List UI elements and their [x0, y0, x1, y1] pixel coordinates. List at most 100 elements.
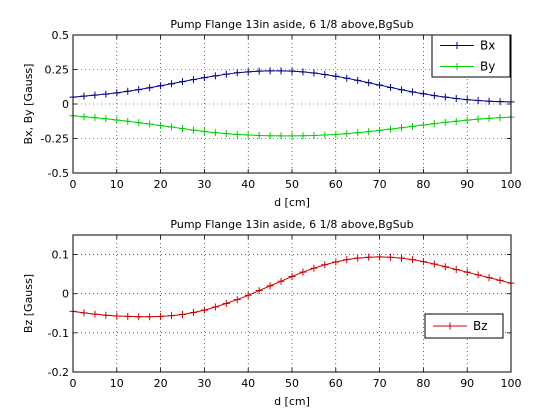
- y-tick-label: 0: [62, 98, 69, 111]
- series-bz: [69, 253, 515, 321]
- data-point-bx: [233, 69, 241, 77]
- data-point-by: [408, 122, 416, 130]
- data-point-bx: [102, 90, 110, 98]
- x-tick-label: 10: [110, 377, 124, 390]
- data-point-by: [179, 125, 186, 133]
- data-point-bx: [365, 79, 373, 87]
- x-tick-label: 20: [154, 178, 168, 191]
- grid: [73, 235, 511, 372]
- data-point-bx: [91, 91, 99, 99]
- data-point-bx: [474, 97, 482, 105]
- data-point-bx: [299, 68, 307, 76]
- data-point-bz: [321, 261, 329, 269]
- subplot-1: 0 10 20 30 40 50 60 70 80 90 100 -0.5 -0.25 0 0.25 0.5 P…: [22, 18, 522, 209]
- data-point-bz: [299, 268, 307, 276]
- x-tick-label: 50: [285, 178, 299, 191]
- data-point-by: [113, 116, 121, 124]
- x-tick-label: 80: [416, 377, 430, 390]
- data-point-bx: [310, 69, 318, 77]
- legend-label-bz: Bz: [473, 319, 488, 333]
- x-tick-label: 70: [373, 178, 387, 191]
- data-point-bz: [288, 272, 296, 280]
- data-point-bx: [124, 87, 132, 95]
- data-point-bx: [419, 90, 427, 98]
- x-tick-label: 60: [329, 377, 343, 390]
- data-point-bx: [200, 74, 208, 82]
- data-point-bx: [277, 67, 285, 75]
- data-point-bx: [321, 70, 329, 78]
- y-axis-label: Bx, By [Gauss]: [22, 64, 35, 145]
- data-point-by: [102, 115, 110, 123]
- data-point-bx: [288, 67, 296, 75]
- data-point-bz: [189, 309, 197, 317]
- data-point-bz: [463, 268, 471, 276]
- x-tick-label: 0: [70, 178, 77, 191]
- y-tick-label: 0.25: [45, 64, 70, 77]
- data-point-by: [419, 121, 427, 129]
- axes-frame: [72, 34, 512, 174]
- data-point-by: [255, 131, 263, 139]
- plots-container: 0 10 20 30 40 50 60 70 80 90 100-0.5-0.2500.250.5P…: [22, 18, 522, 408]
- axes-frame: [72, 234, 512, 373]
- legend-label-bx: Bx: [480, 39, 495, 53]
- legend-marker-by: [453, 63, 461, 70]
- data-point-by: [124, 117, 132, 125]
- data-point-by: [485, 114, 493, 122]
- data-point-bx: [255, 67, 263, 75]
- data-point-bz: [135, 313, 143, 321]
- data-point-by: [266, 132, 274, 140]
- data-point-bx: [496, 98, 504, 106]
- x-tick-label: 90: [460, 377, 474, 390]
- data-point-bz: [430, 260, 438, 268]
- data-point-bx: [398, 86, 405, 94]
- data-point-bx: [222, 70, 230, 78]
- y-tick-label: -0.2: [48, 366, 69, 379]
- data-point-bx: [157, 82, 165, 90]
- data-point-by: [244, 131, 252, 139]
- data-point-bz: [496, 276, 504, 284]
- data-point-bz: [102, 311, 110, 319]
- data-point-by: [332, 130, 340, 138]
- data-point-by: [168, 123, 176, 131]
- data-point-bz: [485, 274, 493, 282]
- data-point-by: [496, 114, 504, 122]
- data-point-bz: [113, 312, 121, 320]
- data-point-bz: [408, 256, 416, 264]
- y-tick-label: 0: [62, 288, 69, 301]
- data-point-bx: [430, 92, 438, 100]
- series-by: [69, 112, 515, 140]
- data-point-by: [233, 130, 241, 138]
- data-point-bz: [91, 310, 99, 318]
- data-point-bx: [387, 83, 395, 91]
- data-point-bx: [354, 76, 362, 84]
- data-point-by: [376, 126, 384, 134]
- data-point-bz: [146, 313, 154, 321]
- x-tick-label: 40: [241, 377, 255, 390]
- legend: Bz: [424, 313, 504, 339]
- x-tick-label: 50: [285, 377, 299, 390]
- data-point-bz: [277, 277, 285, 285]
- data-point-bz: [157, 312, 165, 320]
- data-point-bz: [255, 287, 263, 295]
- data-point-by: [222, 130, 230, 138]
- data-point-bz: [200, 306, 208, 314]
- data-point-bz: [244, 291, 252, 299]
- data-point-bx: [146, 84, 154, 92]
- data-point-by: [157, 122, 165, 130]
- x-axis-label: d [cm]: [274, 196, 310, 209]
- y-tick-label: -0.25: [41, 133, 69, 146]
- data-point-by: [299, 132, 307, 140]
- data-point-by: [321, 131, 329, 139]
- y-tick-label: 0.1: [52, 249, 70, 262]
- data-point-bx: [80, 92, 88, 100]
- data-point-bz: [179, 310, 186, 318]
- data-point-bx: [168, 80, 176, 88]
- x-tick-label: 60: [329, 178, 343, 191]
- data-point-by: [354, 129, 362, 137]
- x-tick-label: 10: [110, 178, 124, 191]
- data-point-bx: [441, 93, 449, 101]
- data-point-bz: [474, 271, 482, 279]
- data-point-by: [146, 120, 154, 128]
- data-point-by: [441, 118, 449, 126]
- x-tick-label: 30: [197, 178, 211, 191]
